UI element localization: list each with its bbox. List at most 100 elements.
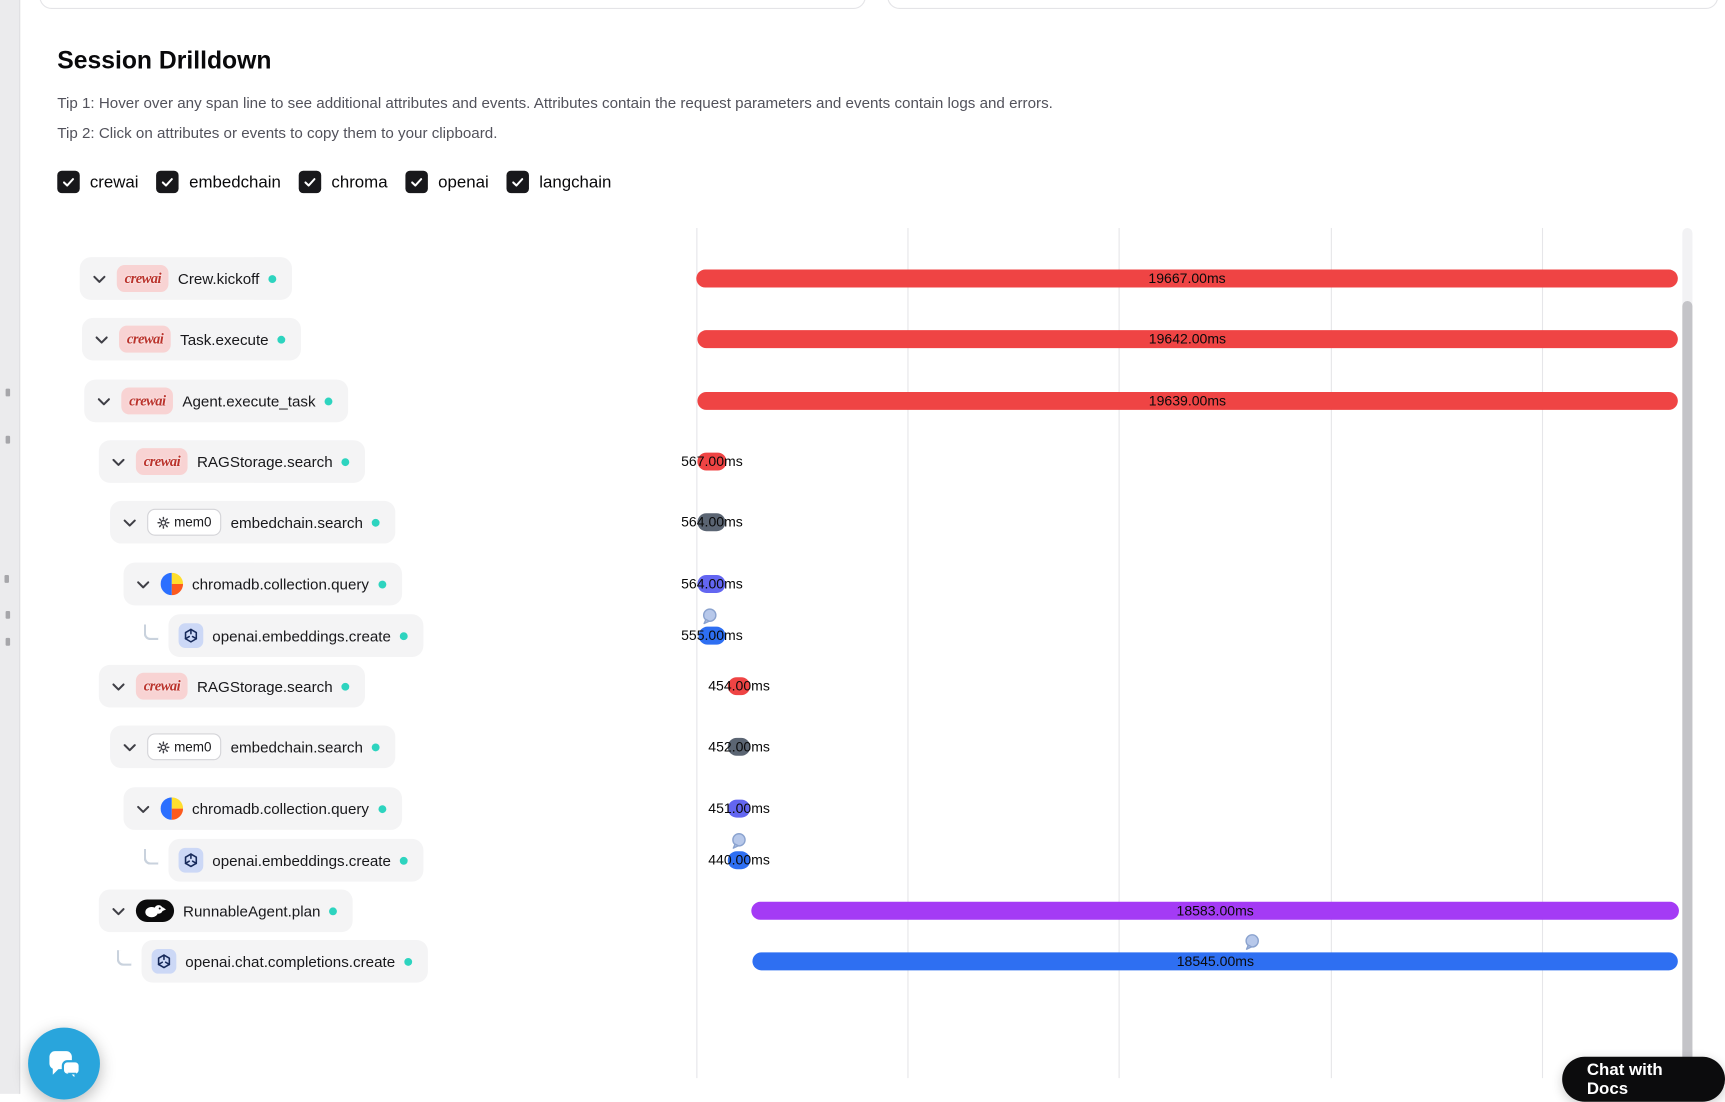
span-name: embedchain.search [230, 513, 363, 531]
chevron-down-icon[interactable] [109, 453, 127, 471]
left-strip-artifact [5, 388, 11, 397]
openai-logo-icon [151, 948, 177, 974]
span-bar[interactable] [727, 799, 751, 818]
span-row-label[interactable]: chromadb.collection.query [123, 562, 402, 606]
span-name: RAGStorage.search [196, 677, 333, 695]
span-row-label[interactable]: mem0 embedchain.search [110, 725, 396, 769]
event-bubble-icon[interactable] [1243, 933, 1261, 951]
chroma-logo-icon [160, 572, 184, 596]
filter-checkbox-embedchain[interactable] [156, 170, 179, 194]
filter-chip-langchain[interactable]: langchain [506, 170, 611, 194]
span-bar[interactable] [697, 330, 1678, 349]
span-name: RAGStorage.search [196, 453, 333, 470]
openai-logo-icon [178, 623, 204, 648]
chart-gridline [1118, 227, 1120, 1079]
span-row-label[interactable]: RunnableAgent.plan [98, 889, 354, 933]
filter-chip-openai[interactable]: openai [405, 170, 489, 194]
left-strip-artifact [4, 575, 9, 583]
span-name: Task.execute [180, 330, 269, 348]
child-connector-icon [143, 624, 159, 641]
span-bar[interactable] [697, 575, 727, 593]
filter-checkbox-chroma[interactable] [298, 170, 322, 194]
span-row-label[interactable]: crewai Task.execute [81, 317, 302, 361]
chevron-down-icon[interactable] [94, 392, 112, 410]
span-bar[interactable] [727, 737, 751, 756]
child-connector-icon [116, 950, 132, 966]
crewai-logo-text: crewai [129, 391, 166, 409]
span-bar[interactable] [696, 269, 1678, 288]
chevron-down-icon[interactable] [134, 575, 152, 593]
mem0-logo-text: mem0 [174, 738, 212, 755]
chat-bubbles-icon [44, 1043, 84, 1083]
mem0-logo-text: mem0 [174, 514, 212, 531]
crewai-logo-text: crewai [143, 452, 181, 470]
chat-with-docs-button[interactable]: Chat with Docs [1562, 1056, 1725, 1102]
crewai-logo-icon: crewai [121, 387, 174, 415]
status-dot [371, 518, 380, 527]
span-row-label[interactable]: mem0 embedchain.search [110, 500, 396, 544]
chat-widget-button[interactable] [28, 1027, 100, 1100]
span-row-label[interactable]: crewai Crew.kickoff [79, 257, 292, 300]
card-above-right [887, 0, 1719, 9]
chevron-down-icon[interactable] [120, 738, 138, 756]
status-dot [399, 856, 408, 865]
chevron-down-icon[interactable] [134, 800, 152, 818]
chart-gridline [1541, 227, 1544, 1079]
span-bar[interactable] [728, 851, 751, 870]
chevron-down-icon[interactable] [90, 270, 108, 288]
vertical-scrollbar-thumb[interactable] [1682, 300, 1693, 1094]
filter-chip-chroma[interactable]: chroma [298, 170, 388, 194]
span-row-label[interactable]: chromadb.collection.query [123, 787, 402, 830]
span-row-label[interactable]: crewai RAGStorage.search [98, 440, 366, 483]
filter-checkbox-openai[interactable] [405, 170, 429, 194]
tip-2-text: Tip 2: Click on attributes or events to … [57, 124, 498, 142]
chevron-down-icon[interactable] [109, 902, 127, 920]
span-bar[interactable] [727, 677, 751, 696]
crewai-logo-icon: crewai [116, 265, 169, 292]
status-dot [329, 906, 338, 915]
span-name: openai.embeddings.create [212, 627, 391, 645]
span-name: embedchain.search [230, 738, 363, 756]
status-dot [378, 804, 386, 813]
span-bar[interactable] [698, 626, 726, 645]
filter-checkbox-langchain[interactable] [506, 170, 530, 194]
span-row-label[interactable]: crewai Agent.execute_task [84, 379, 349, 423]
chevron-down-icon[interactable] [92, 330, 110, 348]
filter-checkbox-crewai[interactable] [57, 170, 80, 194]
event-bubble-icon[interactable] [700, 608, 718, 626]
left-strip-artifact [5, 610, 11, 619]
status-dot [399, 631, 408, 640]
event-bubble-icon[interactable] [730, 832, 748, 850]
span-bar[interactable] [697, 452, 727, 471]
chevron-down-icon[interactable] [120, 513, 138, 531]
span-bar[interactable] [697, 513, 727, 532]
crewai-logo-icon: crewai [119, 325, 172, 353]
filter-chip-embedchain[interactable]: embedchain [156, 170, 281, 194]
crewai-logo-icon: crewai [135, 672, 188, 700]
span-row-label[interactable]: crewai RAGStorage.search [98, 664, 366, 708]
span-bar[interactable] [752, 952, 1679, 971]
status-dot [378, 580, 386, 588]
status-dot [341, 682, 350, 691]
span-row-label[interactable]: openai.embeddings.create [168, 838, 424, 882]
tip-1-text: Tip 1: Hover over any span line to see a… [57, 94, 1053, 112]
filter-chip-crewai[interactable]: crewai [57, 170, 139, 194]
chart-gridline [696, 227, 698, 1079]
span-name: chromadb.collection.query [192, 800, 370, 818]
crewai-logo-text: crewai [126, 330, 164, 348]
span-name: Agent.execute_task [182, 392, 316, 410]
left-sidebar-strip [0, 0, 21, 1094]
span-bar[interactable] [751, 901, 1679, 920]
span-bar[interactable] [697, 391, 1678, 410]
gear-icon [157, 516, 170, 529]
span-row-label[interactable]: openai.chat.completions.create [141, 939, 428, 983]
mem0-logo-icon: mem0 [147, 733, 222, 761]
chevron-down-icon[interactable] [109, 677, 127, 695]
status-dot [268, 274, 277, 283]
chat-with-docs-label: Chat with Docs [1586, 1060, 1663, 1099]
status-dot [341, 457, 350, 466]
filter-label: openai [438, 172, 489, 192]
span-row-label[interactable]: openai.embeddings.create [168, 614, 424, 657]
library-filter-row: crewai embedchain chroma openai langchain [57, 170, 611, 194]
